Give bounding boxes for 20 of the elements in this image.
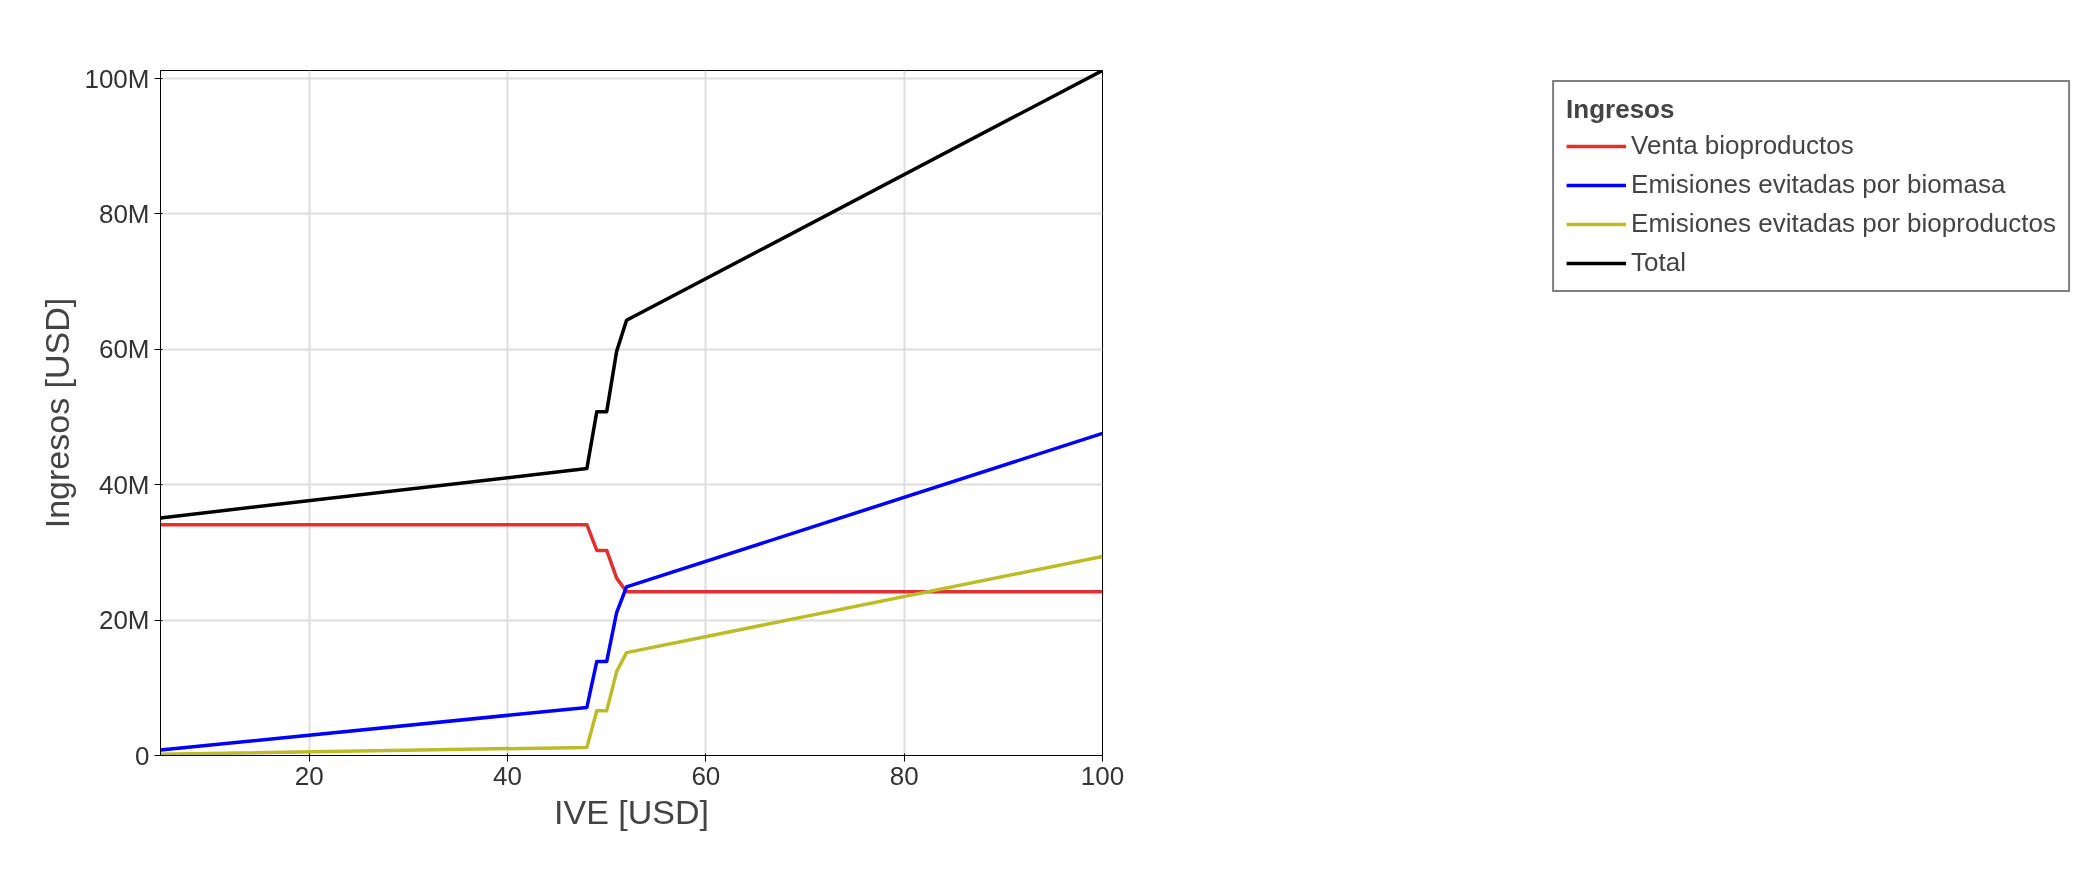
y-tick-label: 100M [84,63,150,94]
legend-label: Emisiones evitadas por bioproductos [1631,208,2056,239]
x-axis-title: IVE [USD] [554,792,709,831]
legend-label: Total [1631,247,1687,278]
x-tick-label: 100 [1080,760,1125,791]
y-axis-title: Ingresos [USD] [38,297,77,529]
y-tick-label: 20M [98,605,150,636]
legend-title: Ingresos [1566,94,1676,125]
y-tick-label: 0 [135,740,150,771]
y-tick-label: 60M [98,334,150,365]
line-series [160,522,1103,594]
x-tick-label: 20 [294,760,324,791]
y-tick-label: 80M [98,199,150,229]
line-series [160,431,1103,752]
y-tick-label: 40M [98,469,150,500]
x-tick-label: 60 [691,760,721,791]
x-tick-label: 40 [493,760,523,791]
x-tick-label: 80 [889,760,919,791]
legend-label: Venta bioproductos [1631,130,1854,161]
legend-label: Emisiones evitadas por biomasa [1631,169,2006,200]
